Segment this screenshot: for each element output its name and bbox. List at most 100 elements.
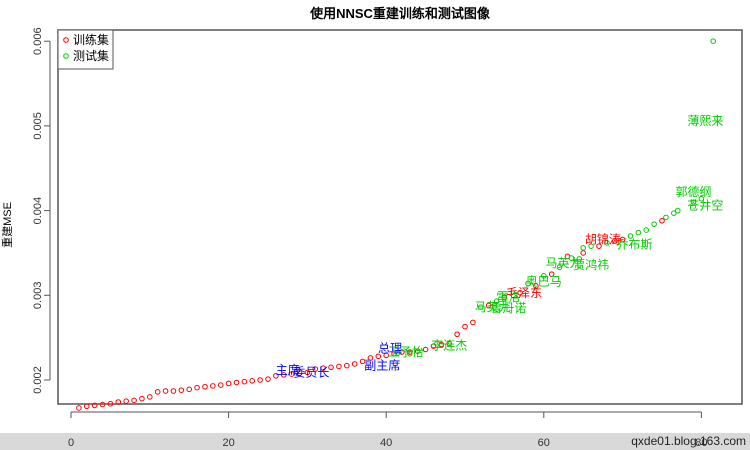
legend-marker-train (63, 37, 69, 43)
data-point (635, 229, 642, 236)
x-tick-label: 40 (380, 437, 392, 449)
data-point (170, 388, 177, 394)
data-point (147, 394, 153, 400)
data-point (407, 349, 413, 355)
data-point (375, 353, 382, 360)
data-point (576, 256, 583, 262)
point-label: 马英九 (545, 256, 581, 270)
data-point (395, 350, 401, 356)
data-point (588, 243, 594, 249)
data-point (485, 302, 492, 309)
data-point (131, 397, 137, 404)
data-point (273, 372, 279, 379)
data-point (470, 319, 476, 326)
data-point (596, 243, 602, 249)
data-point (367, 355, 374, 361)
data-point (280, 372, 287, 378)
data-point (533, 283, 539, 289)
point-label: 郭德纲 (676, 184, 712, 199)
legend-label-test: 测试集 (73, 48, 109, 63)
data-point (217, 382, 224, 388)
data-point (107, 400, 114, 407)
data-point (249, 378, 256, 384)
data-point (391, 350, 397, 357)
y-tick-label: 0.003 (32, 282, 44, 310)
point-label: 李连杰 (431, 337, 467, 352)
data-point (351, 361, 358, 367)
point-label: 主席 (276, 362, 300, 377)
y-tick-label: 0.004 (32, 197, 44, 225)
data-point (336, 363, 342, 370)
data-point (344, 362, 350, 369)
data-point (611, 238, 618, 244)
data-point (178, 387, 185, 393)
x-tick-label: 80 (695, 437, 707, 449)
data-point (241, 378, 248, 385)
data-point (710, 38, 717, 45)
x-tick-label: 60 (538, 437, 550, 449)
x-axis: 0 20 40 60 80 (68, 411, 708, 449)
data-point (257, 377, 263, 383)
data-point (91, 402, 98, 409)
data-point (604, 239, 610, 246)
data-point (430, 343, 437, 349)
data-point (619, 236, 626, 243)
data-point (651, 221, 657, 227)
y-tick-label: 0.005 (32, 112, 44, 140)
data-point (462, 323, 468, 330)
watermark: qxde01.blog.163.com (631, 434, 746, 448)
y-axis-label: 重建MSE (0, 202, 14, 248)
data-point (202, 383, 208, 390)
data-point (568, 255, 575, 261)
data-point (383, 352, 390, 359)
data-point (154, 389, 161, 395)
data-point (422, 346, 429, 353)
data-point (414, 348, 421, 355)
data-point (627, 233, 634, 239)
data-point (493, 298, 500, 305)
data-point (76, 405, 82, 411)
point-label: 副主席 (364, 358, 400, 373)
data-point (580, 250, 587, 256)
data-point (659, 217, 665, 224)
data-point (359, 358, 366, 365)
legend-box (57, 29, 114, 70)
data-point (643, 227, 650, 233)
point-label: 薄熙来 (687, 113, 723, 128)
data-point (541, 273, 547, 279)
data-point (548, 271, 555, 277)
y-tick-label: 0.006 (32, 27, 44, 55)
data-point (477, 304, 484, 310)
data-point (399, 349, 405, 355)
point-label: 委员长 (293, 365, 329, 379)
data-points (76, 38, 717, 411)
point-label: 雷洛 (496, 289, 520, 304)
point-label: 苍井空 (687, 199, 723, 213)
x-tick-label: 20 (222, 437, 234, 449)
data-point (698, 195, 705, 202)
point-label: 贾鸿祎 (573, 258, 609, 272)
point-label: 马英九 (475, 300, 511, 314)
data-point (517, 289, 523, 296)
data-point (454, 331, 460, 338)
data-point (501, 295, 508, 301)
chart-title: 使用NNSC重建训练和测试图像 (309, 6, 491, 21)
data-point (407, 350, 413, 357)
data-point (312, 366, 319, 372)
data-point (690, 199, 697, 205)
data-point (83, 403, 90, 410)
data-point (210, 383, 216, 389)
legend-marker-test (63, 53, 69, 59)
y-tick-label: 0.002 (32, 366, 44, 394)
data-point (304, 369, 311, 376)
data-point (446, 340, 453, 347)
point-label: 王予怡 (388, 345, 424, 359)
data-point (580, 245, 587, 251)
data-point (225, 380, 232, 387)
data-point (525, 280, 531, 287)
data-point (194, 384, 200, 391)
data-point (139, 395, 145, 402)
legend: 训练集 测试集 (57, 29, 114, 70)
